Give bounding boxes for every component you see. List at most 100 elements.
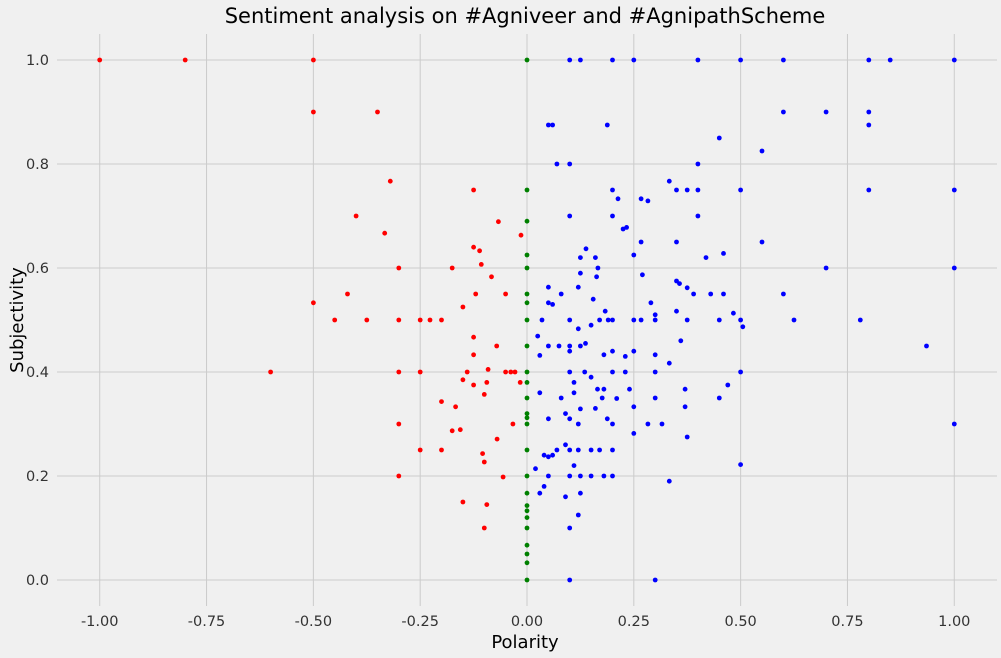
scatter-point bbox=[583, 341, 588, 346]
scatter-point bbox=[721, 291, 726, 297]
scatter-point bbox=[610, 421, 615, 427]
scatter-point bbox=[599, 395, 605, 401]
scatter-point bbox=[622, 369, 628, 375]
scatter-point bbox=[595, 386, 600, 392]
scatter-point bbox=[489, 274, 494, 280]
scatter-point bbox=[539, 317, 545, 323]
scatter-point bbox=[716, 317, 722, 323]
scatter-point bbox=[524, 515, 530, 520]
scatter-point bbox=[601, 352, 607, 358]
scatter-point bbox=[460, 377, 466, 383]
scatter-point bbox=[631, 252, 637, 258]
scatter-point bbox=[485, 367, 491, 372]
scatter-point bbox=[524, 218, 530, 224]
scatter-point bbox=[182, 57, 188, 63]
scatter-point bbox=[512, 369, 518, 375]
scatter-point bbox=[674, 308, 679, 314]
scatter-point bbox=[460, 304, 466, 310]
scatter-point bbox=[481, 525, 487, 531]
scatter-point bbox=[594, 274, 599, 280]
scatter-point bbox=[554, 447, 560, 453]
scatter-point bbox=[684, 285, 690, 291]
scatter-point bbox=[738, 57, 743, 63]
x-tick-label: 1.00 bbox=[938, 614, 970, 630]
scatter-point bbox=[866, 187, 872, 193]
scatter-point bbox=[652, 352, 658, 358]
scatter-point bbox=[533, 466, 538, 472]
scatter-point bbox=[567, 416, 573, 422]
scatter-point bbox=[563, 494, 568, 500]
scatter-point bbox=[740, 324, 746, 330]
scatter-point bbox=[951, 421, 957, 427]
scatter-point bbox=[345, 291, 350, 297]
scatter-point bbox=[578, 255, 583, 260]
y-tick-label: 0.2 bbox=[26, 469, 49, 485]
scatter-point bbox=[684, 187, 690, 193]
y-tick-label: 0.4 bbox=[26, 365, 49, 381]
scatter-point bbox=[610, 317, 615, 323]
scatter-point bbox=[602, 308, 608, 314]
scatter-point bbox=[567, 348, 573, 354]
scatter-point bbox=[571, 463, 577, 468]
scatter-point bbox=[524, 252, 530, 258]
scatter-point bbox=[677, 281, 682, 286]
scatter-point bbox=[524, 291, 530, 297]
scatter-point bbox=[396, 421, 402, 427]
scatter-point bbox=[524, 317, 530, 323]
scatter-point bbox=[695, 213, 701, 219]
scatter-point bbox=[484, 502, 490, 507]
scatter-point bbox=[638, 196, 644, 202]
scatter-point bbox=[567, 317, 573, 323]
scatter-point bbox=[604, 416, 610, 422]
scatter-point bbox=[590, 296, 596, 302]
scatter-point bbox=[311, 57, 316, 63]
scatter-point bbox=[508, 369, 514, 375]
scatter-point bbox=[575, 447, 581, 453]
scatter-point bbox=[500, 474, 506, 480]
scatter-point bbox=[311, 300, 316, 306]
scatter-point bbox=[524, 473, 530, 479]
scatter-point bbox=[556, 343, 562, 349]
x-tick-label: 0.75 bbox=[831, 614, 863, 630]
scatter-point bbox=[503, 291, 508, 297]
scatter-point bbox=[558, 291, 564, 297]
scatter-point bbox=[510, 421, 516, 427]
scatter-point bbox=[682, 386, 688, 392]
scatter-point bbox=[524, 265, 530, 271]
scatter-point bbox=[563, 442, 568, 448]
scatter-point bbox=[541, 484, 547, 489]
scatter-point bbox=[738, 462, 743, 467]
scatter-point bbox=[524, 508, 530, 514]
scatter-point bbox=[481, 459, 487, 465]
scatter-point bbox=[738, 187, 743, 193]
scatter-point bbox=[857, 317, 863, 323]
scatter-point bbox=[524, 369, 530, 375]
scatter-point bbox=[567, 213, 573, 219]
scatter-point bbox=[464, 369, 470, 375]
scatter-point bbox=[781, 109, 786, 115]
scatter-point bbox=[601, 386, 607, 392]
scatter-point bbox=[624, 225, 629, 230]
scatter-point bbox=[567, 525, 573, 531]
scatter-point bbox=[311, 109, 316, 115]
scatter-point bbox=[588, 374, 594, 380]
scatter-point bbox=[588, 473, 594, 479]
scatter-point bbox=[631, 57, 637, 63]
scatter-point bbox=[524, 411, 530, 416]
scatter-point bbox=[396, 473, 402, 479]
scatter-point bbox=[578, 406, 583, 412]
scatter-point bbox=[550, 452, 555, 458]
scatter-point bbox=[823, 265, 829, 271]
scatter-point bbox=[494, 343, 500, 349]
scatter-point bbox=[494, 436, 500, 442]
scatter-point bbox=[593, 255, 598, 260]
scatter-point bbox=[595, 265, 601, 271]
scatter-point bbox=[588, 447, 594, 453]
scatter-point bbox=[567, 473, 573, 479]
scatter-point bbox=[473, 291, 479, 297]
scatter-point bbox=[537, 490, 543, 496]
scatter-point bbox=[614, 396, 620, 401]
scatter-point bbox=[593, 406, 598, 411]
scatter-point bbox=[695, 161, 701, 167]
scatter-point bbox=[524, 577, 530, 583]
